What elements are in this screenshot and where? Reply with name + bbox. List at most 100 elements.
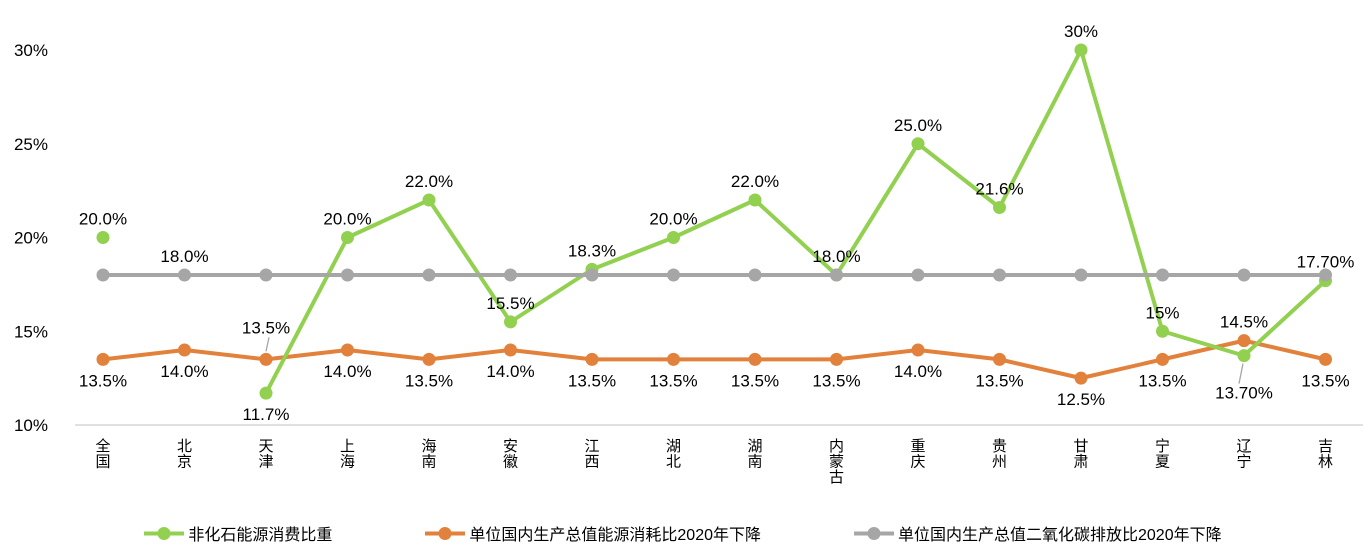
x-axis-label: 江西: [584, 438, 599, 471]
data-point: [341, 231, 354, 244]
data-point: [341, 268, 354, 282]
x-axis-label: 重庆: [910, 438, 925, 471]
data-point: [911, 137, 925, 151]
data-point: [178, 343, 191, 357]
series-line-0: [264, 48, 1328, 396]
data-label: 14.0%: [894, 362, 942, 381]
data-label: 30%: [1064, 22, 1098, 41]
data-point: [748, 352, 762, 366]
data-label: 13.5%: [568, 371, 616, 390]
line-chart-canvas: 10% 15% 20% 25% 30% 全国 北京 天津 上海 海南 安徽 江西 湖北 湖南 内蒙古 重庆 贵州…: [14, 22, 1363, 486]
data-point: [830, 268, 843, 282]
data-point: [1237, 349, 1251, 363]
data-label: 20.0%: [79, 210, 127, 229]
data-label: 13.5%: [1138, 371, 1186, 390]
data-label: 15.5%: [486, 294, 534, 313]
data-label: 20.0%: [649, 210, 697, 229]
data-point: [422, 352, 436, 366]
data-label: 13.5%: [649, 371, 697, 390]
data-label: 14.5%: [1220, 313, 1268, 332]
data-label: 13.5%: [79, 371, 127, 390]
data-label: 22.0%: [405, 172, 453, 191]
x-axis-label: 安徽: [503, 438, 518, 471]
data-label: 13.5%: [812, 371, 860, 390]
data-point: [993, 352, 1006, 366]
data-point: [830, 352, 843, 366]
data-point: [748, 193, 762, 207]
data-point: [422, 193, 436, 207]
data-point: [585, 352, 599, 366]
data-point: [993, 201, 1006, 214]
data-point: [911, 268, 925, 282]
data-point: [96, 352, 110, 366]
y-axis-tick-label: 25%: [14, 135, 48, 154]
data-point: [1319, 352, 1332, 366]
data-point: [1319, 268, 1332, 282]
data-label: 13.70%: [1215, 384, 1273, 403]
data-point: [1074, 268, 1088, 282]
data-point: [259, 386, 273, 400]
legend-label-co2-intensity: 单位国内生产总值二氧化碳排放比2020年下降: [898, 527, 1222, 544]
data-label: 14.0%: [160, 362, 208, 381]
data-point: [667, 231, 680, 244]
legend-marker-gray: [854, 526, 894, 540]
y-axis-tick-label: 10%: [14, 416, 48, 435]
data-label: 18.0%: [160, 247, 208, 266]
data-point: [422, 268, 436, 282]
data-point: [585, 268, 599, 282]
y-axis-tick-label: 30%: [14, 41, 48, 60]
data-point: [504, 268, 517, 282]
x-axis-label: 海南: [421, 438, 436, 471]
x-axis-label: 湖南: [747, 438, 762, 471]
x-axis-label: 上海: [340, 438, 355, 471]
data-point: [1156, 268, 1169, 282]
data-label: 18.3%: [568, 241, 616, 260]
data-point: [178, 268, 191, 282]
x-axis-label: 湖北: [666, 438, 681, 471]
data-label: 13.5%: [405, 371, 453, 390]
data-label: 25.0%: [894, 116, 942, 135]
data-point: [748, 268, 762, 282]
data-label: 17.70%: [1297, 253, 1355, 272]
data-point: [1237, 334, 1251, 348]
data-point: [341, 343, 354, 357]
legend: 非化石能源消费比重 单位国内生产总值能源消耗比2020年下降 单位国内生产总值二…: [0, 521, 1365, 545]
data-label: 11.7%: [243, 405, 290, 424]
data-label: 12.5%: [1057, 390, 1105, 409]
data-label: 13.5%: [242, 318, 290, 337]
data-label: 22.0%: [731, 172, 779, 191]
legend-item-co2-intensity: 单位国内生产总值二氧化碳排放比2020年下降: [853, 521, 1222, 545]
x-axis-label: 贵州: [992, 438, 1007, 471]
legend-label-non-fossil-share: 非化石能源消费比重: [188, 527, 333, 544]
data-label: 21.6%: [975, 180, 1023, 199]
x-axis-label: 吉林: [1318, 438, 1333, 471]
legend-item-non-fossil-share: 非化石能源消费比重: [143, 521, 332, 545]
data-point: [259, 352, 273, 366]
x-axis-label: 宁夏: [1155, 438, 1170, 471]
x-axis-label: 全国: [95, 437, 110, 471]
label-leader-line: [265, 337, 270, 352]
x-axis-label: 甘肃: [1073, 438, 1088, 471]
y-axis-tick-label: 15%: [14, 322, 48, 341]
x-axis-label: 辽宁: [1236, 438, 1251, 471]
data-point: [1237, 268, 1251, 282]
x-axis-label: 天津: [258, 438, 273, 471]
data-point: [911, 343, 925, 357]
data-label: 18.0%: [812, 247, 860, 266]
data-point: [504, 315, 517, 329]
legend-label-energy-intensity: 单位国内生产总值能源消耗比2020年下降: [469, 527, 761, 544]
data-label: 14.0%: [486, 362, 534, 381]
data-point: [1156, 324, 1169, 338]
data-point: [993, 268, 1006, 282]
data-point: [1074, 43, 1088, 57]
data-label: 13.5%: [731, 371, 779, 390]
data-point: [259, 268, 273, 282]
data-label: 20.0%: [323, 210, 371, 229]
label-leader-line: [1238, 363, 1244, 384]
series-line-1: [101, 338, 1328, 381]
legend-item-energy-intensity: 单位国内生产总值能源消耗比2020年下降: [424, 521, 761, 545]
legend-marker-green: [144, 526, 185, 540]
data-point: [1074, 371, 1088, 385]
data-point: [667, 352, 680, 366]
